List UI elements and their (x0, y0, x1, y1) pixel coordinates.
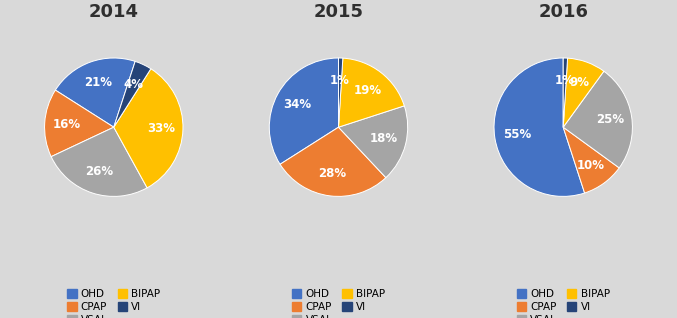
Text: 16%: 16% (53, 118, 81, 131)
Wedge shape (114, 69, 183, 188)
Legend: OHD, CPAP, VSAI, BIPAP, VI: OHD, CPAP, VSAI, BIPAP, VI (288, 285, 389, 318)
Wedge shape (563, 71, 632, 168)
Text: 21%: 21% (84, 76, 112, 89)
Text: 34%: 34% (283, 98, 311, 111)
Wedge shape (114, 61, 151, 127)
Text: 18%: 18% (370, 132, 398, 145)
Text: 55%: 55% (502, 128, 531, 141)
Text: 10%: 10% (577, 159, 605, 172)
Wedge shape (45, 90, 114, 157)
Text: 19%: 19% (353, 84, 381, 97)
Wedge shape (269, 58, 338, 164)
Text: 28%: 28% (319, 167, 347, 180)
Text: 33%: 33% (147, 122, 175, 135)
Wedge shape (494, 58, 585, 197)
Title: Saison 2014-
2015: Saison 2014- 2015 (274, 0, 403, 21)
Legend: OHD, CPAP, VSAI, BIPAP, VI: OHD, CPAP, VSAI, BIPAP, VI (63, 285, 165, 318)
Wedge shape (338, 106, 408, 178)
Wedge shape (280, 127, 386, 197)
Wedge shape (563, 127, 619, 193)
Text: 9%: 9% (569, 76, 589, 89)
Text: 25%: 25% (596, 113, 624, 126)
Text: 4%: 4% (124, 78, 144, 91)
Title: Saison 2015-
2016: Saison 2015- 2016 (498, 0, 628, 21)
Wedge shape (338, 58, 404, 127)
Text: 1%: 1% (554, 74, 575, 87)
Wedge shape (563, 58, 604, 127)
Title: Saison 2013-
2014: Saison 2013- 2014 (49, 0, 179, 21)
Wedge shape (51, 127, 147, 197)
Wedge shape (563, 58, 567, 127)
Text: 1%: 1% (330, 74, 350, 87)
Wedge shape (56, 58, 135, 127)
Wedge shape (338, 58, 343, 127)
Text: 26%: 26% (85, 165, 113, 178)
Legend: OHD, CPAP, VSAI, BIPAP, VI: OHD, CPAP, VSAI, BIPAP, VI (512, 285, 614, 318)
